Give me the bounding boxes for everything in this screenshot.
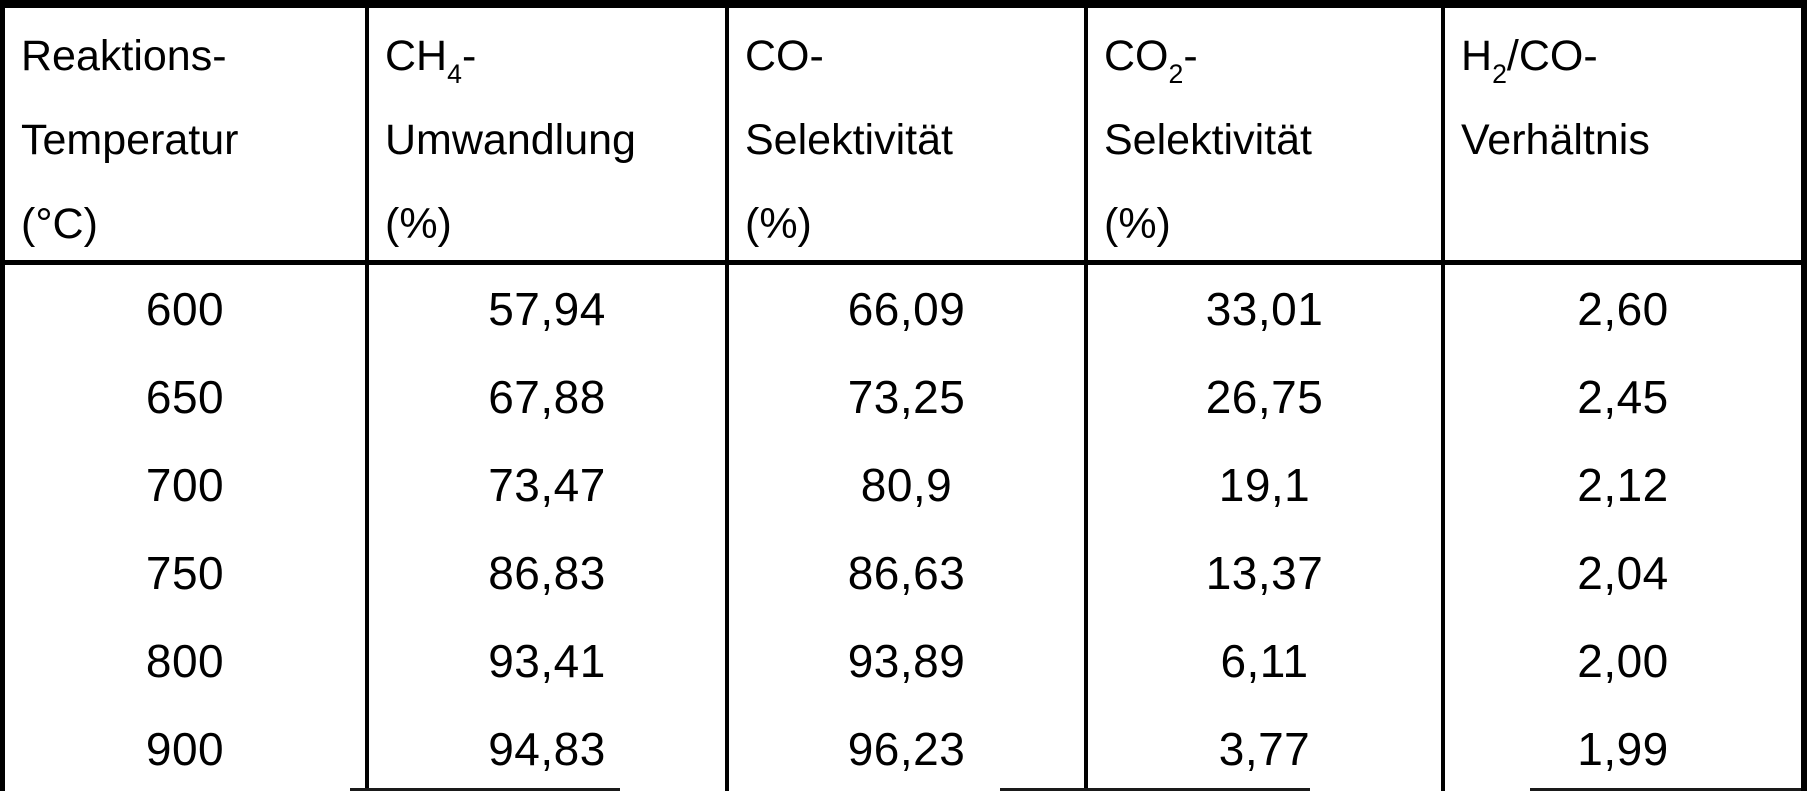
table-cell: 26,75 [1205,371,1324,423]
column-header-h2-co-verhaeltnis: H2/CO- Verhältnis [1445,8,1801,265]
table-cell: 800 [145,635,225,687]
column-reaktionstemperatur: Reaktions- Temperatur (°C) 600 650 700 7… [5,8,369,791]
subscript: 2 [1168,58,1184,89]
subscript: 2 [1492,58,1507,89]
table-cell: 2,60 [1577,283,1669,335]
column-header-reaktionstemperatur: Reaktions- Temperatur (°C) [5,8,365,265]
header-line: Selektivität [1104,116,1312,164]
header-line: CH4- [385,32,477,89]
table-cell: 73,47 [488,459,606,511]
table-cell: 600 [145,283,225,335]
header-line: CO- [745,32,824,80]
header-line: H2/CO- [1461,32,1598,89]
table-cell: 93,89 [847,635,966,687]
header-line: (%) [745,200,812,248]
table-cell: 2,45 [1577,371,1669,423]
table-cell: 700 [145,459,225,511]
table-cell: 33,01 [1205,283,1324,335]
table-cell: 86,63 [847,547,966,599]
column-header-ch4-umwandlung: CH4- Umwandlung (%) [369,8,725,265]
column-header-co-selektivitaet: CO- Selektivität (%) [729,8,1084,265]
table-cell: 3,77 [1218,723,1311,775]
scan-bottom-rule-segment [1000,788,1310,791]
table-cell: 86,83 [488,547,606,599]
header-line: CO2- [1104,32,1198,89]
table-cell: 1,99 [1577,723,1669,775]
table-cell: 93,41 [488,635,606,687]
column-ch4-umwandlung: CH4- Umwandlung (%) 57,94 67,88 73,47 86… [369,8,729,791]
header-line: Temperatur [21,116,239,164]
header-line: (%) [1104,200,1171,248]
table-cell: 2,00 [1577,635,1669,687]
scan-bottom-rule-segment [1530,788,1801,791]
header-line: Umwandlung [385,116,636,164]
header-line: Reaktions- [21,32,227,80]
subscript: 4 [447,58,462,89]
column-co-selektivitaet: CO- Selektivität (%) 66,09 73,25 80,9 86… [729,8,1088,791]
table-cell: 94,83 [488,723,606,775]
header-line: Verhältnis [1461,116,1650,164]
table-cell: 57,94 [488,283,606,335]
header-line: Selektivität [745,116,953,164]
table-cell: 19,1 [1218,459,1311,511]
table-cell: 2,12 [1577,459,1669,511]
table-cell: 96,23 [847,723,966,775]
scan-bottom-rule-segment [350,788,620,791]
table-cell: 2,04 [1577,547,1669,599]
table-cell: 66,09 [847,283,966,335]
table-cell: 900 [145,723,225,775]
table-cell: 650 [145,371,225,423]
table-cell: 6,11 [1220,635,1309,687]
table-cell: 80,9 [860,459,953,511]
table-cell: 13,37 [1205,547,1324,599]
header-line: (°C) [21,200,98,248]
column-header-co2-selektivitaet: CO2- Selektivität (%) [1088,8,1441,265]
table-cell: 73,25 [847,371,966,423]
table-cell: 67,88 [488,371,606,423]
header-line [1461,182,1795,266]
column-h2-co-verhaeltnis: H2/CO- Verhältnis 2,60 2,45 2,12 2,04 2,… [1445,8,1801,791]
table-cell: 750 [145,547,225,599]
column-co2-selektivitaet: CO2- Selektivität (%) 33,01 26,75 19,1 1… [1088,8,1445,791]
header-line: (%) [385,200,452,248]
